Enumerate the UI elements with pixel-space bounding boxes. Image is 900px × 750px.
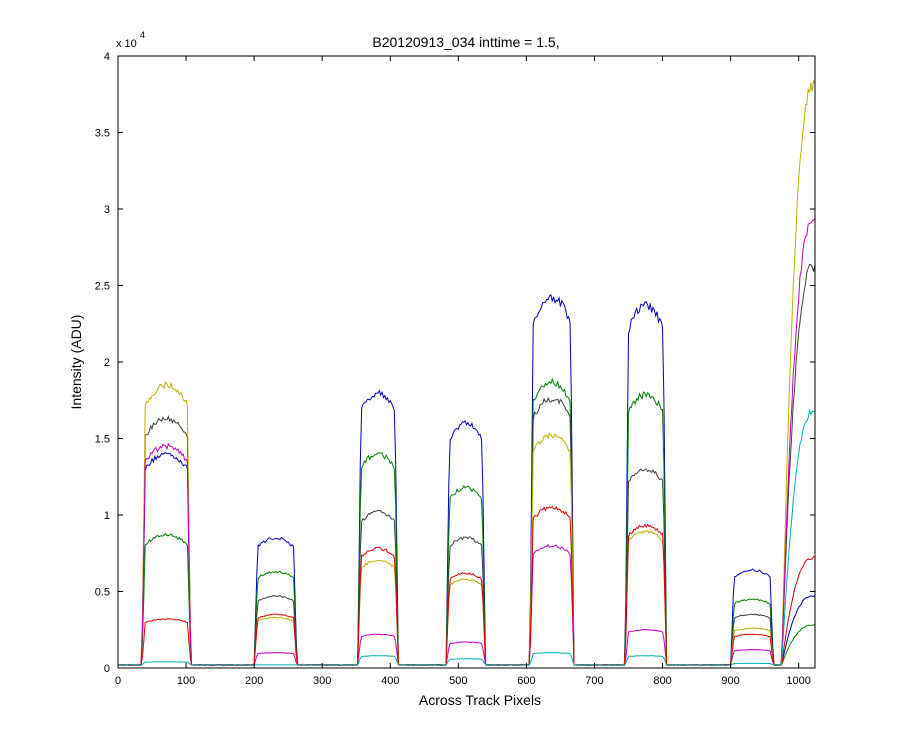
x-tick-label: 800 bbox=[653, 675, 671, 687]
chart-title: B20120913_034 inttime = 1.5, bbox=[372, 34, 559, 50]
x-tick-label: 1000 bbox=[786, 675, 810, 687]
y-tick-label: 4 bbox=[104, 51, 110, 63]
y-tick-label: 0.5 bbox=[95, 587, 110, 599]
y-tick-label: 2 bbox=[104, 357, 110, 369]
x-tick-label: 600 bbox=[517, 675, 535, 687]
plot-area bbox=[118, 56, 815, 668]
y-multiplier-base: x 10 bbox=[116, 38, 137, 50]
x-tick-label: 300 bbox=[313, 675, 331, 687]
y-axis-label: Intensity (ADU) bbox=[68, 315, 84, 410]
x-tick-label: 400 bbox=[381, 675, 399, 687]
x-axis-ticks: 0 100 200 300 400 500 600 700 800 900 1000 bbox=[115, 56, 811, 687]
x-tick-label: 700 bbox=[585, 675, 603, 687]
y-tick-label: 3 bbox=[104, 204, 110, 216]
x-axis-label: Across Track Pixels bbox=[419, 692, 541, 708]
y-axis-ticks: 0 0.5 1 1.5 2 2.5 3 3.5 4 bbox=[95, 51, 815, 675]
y-tick-label: 0 bbox=[104, 663, 110, 675]
x-tick-label: 100 bbox=[177, 675, 195, 687]
x-tick-label: 200 bbox=[245, 675, 263, 687]
y-tick-label: 3.5 bbox=[95, 128, 110, 140]
series-layer bbox=[117, 79, 816, 667]
y-multiplier-exponent: 4 bbox=[140, 30, 145, 40]
x-tick-label: 900 bbox=[721, 675, 739, 687]
y-tick-label: 1.5 bbox=[95, 434, 110, 446]
series-line-7 bbox=[117, 408, 816, 666]
x-tick-label: 500 bbox=[449, 675, 467, 687]
y-tick-label: 2.5 bbox=[95, 281, 110, 293]
y-tick-label: 1 bbox=[104, 510, 110, 522]
x-tick-label: 0 bbox=[115, 675, 121, 687]
